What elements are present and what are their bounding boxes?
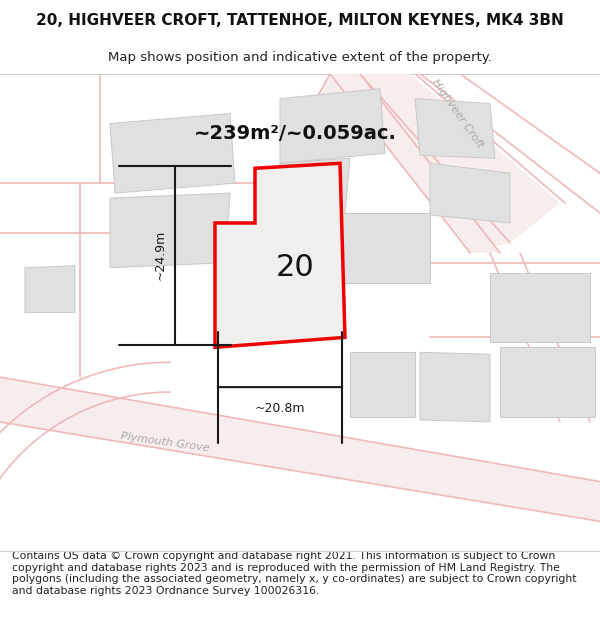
Polygon shape	[415, 99, 495, 158]
Text: Contains OS data © Crown copyright and database right 2021. This information is : Contains OS data © Crown copyright and d…	[12, 551, 577, 596]
Polygon shape	[490, 272, 590, 342]
Polygon shape	[275, 74, 360, 213]
Polygon shape	[360, 74, 560, 253]
Text: ~239m²/~0.059ac.: ~239m²/~0.059ac.	[194, 124, 397, 143]
Polygon shape	[430, 163, 510, 223]
Text: Plymouth Grove: Plymouth Grove	[120, 431, 210, 453]
Polygon shape	[350, 352, 415, 417]
Polygon shape	[110, 193, 230, 268]
Polygon shape	[25, 266, 75, 312]
Text: Highveer Croft: Highveer Croft	[430, 78, 485, 150]
Text: 20, HIGHVEER CROFT, TATTENHOE, MILTON KEYNES, MK4 3BN: 20, HIGHVEER CROFT, TATTENHOE, MILTON KE…	[36, 13, 564, 28]
Polygon shape	[215, 163, 345, 348]
Text: 20: 20	[275, 253, 314, 282]
Text: Map shows position and indicative extent of the property.: Map shows position and indicative extent…	[108, 51, 492, 64]
Polygon shape	[110, 114, 235, 193]
Polygon shape	[0, 377, 600, 521]
Polygon shape	[330, 74, 500, 253]
Polygon shape	[420, 352, 490, 422]
Polygon shape	[280, 89, 385, 163]
Text: ~20.8m: ~20.8m	[255, 402, 305, 415]
Polygon shape	[340, 213, 430, 282]
Polygon shape	[500, 348, 595, 417]
Text: ~24.9m: ~24.9m	[154, 230, 167, 281]
Polygon shape	[280, 158, 350, 218]
